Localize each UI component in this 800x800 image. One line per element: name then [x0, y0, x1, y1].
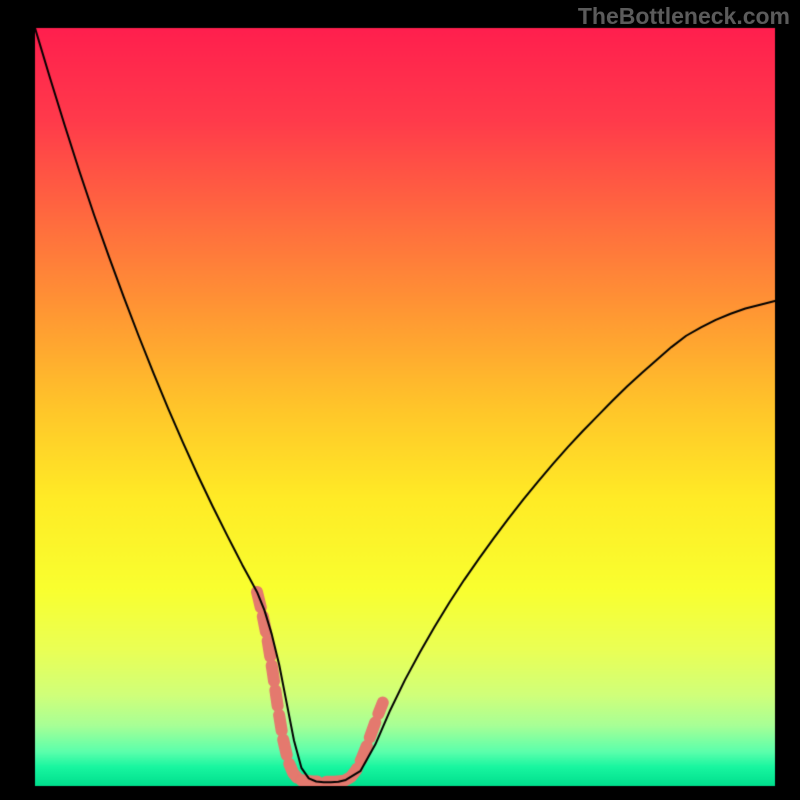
chart-stage: TheBottleneck.com	[0, 0, 800, 800]
bottleneck-gradient-chart	[0, 0, 800, 800]
